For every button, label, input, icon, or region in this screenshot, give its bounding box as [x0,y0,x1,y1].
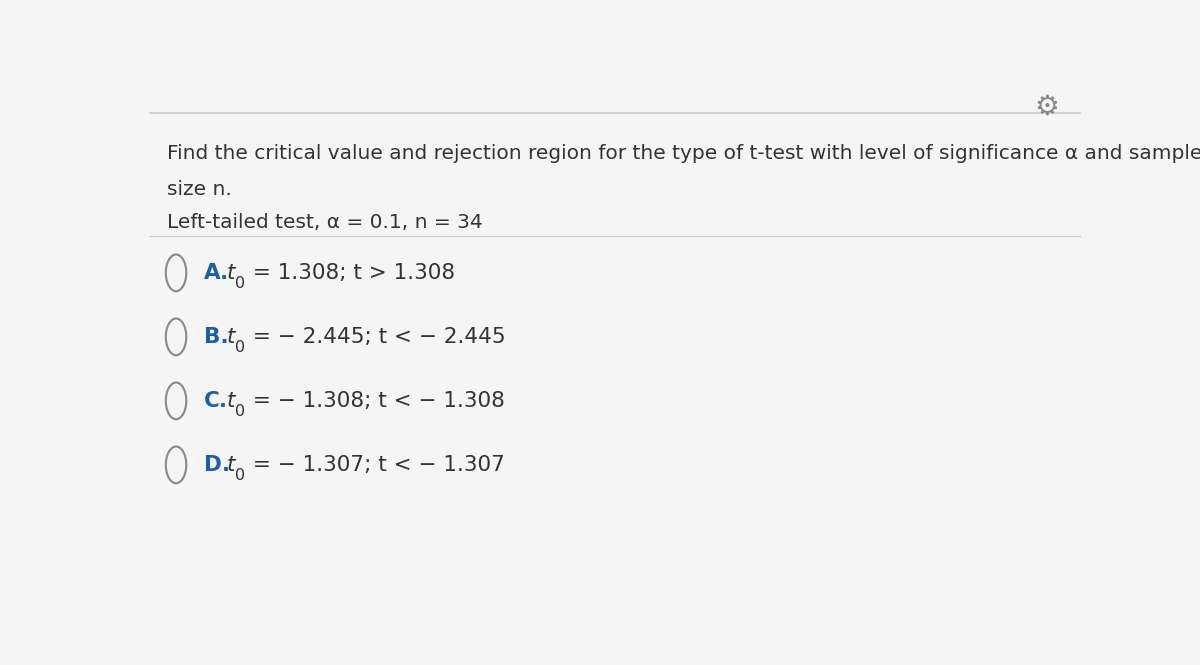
Text: B.: B. [204,327,228,347]
Text: Find the critical value and rejection region for the type of t-test with level o: Find the critical value and rejection re… [167,144,1200,163]
Text: = − 1.307; t < − 1.307: = − 1.307; t < − 1.307 [246,455,505,475]
Text: t: t [227,391,235,411]
Text: t: t [227,327,235,347]
Text: size n.: size n. [167,180,232,199]
Text: D.: D. [204,455,230,475]
Text: 0: 0 [235,404,245,418]
Text: = − 1.308; t < − 1.308: = − 1.308; t < − 1.308 [246,391,505,411]
Text: = 1.308; t > 1.308: = 1.308; t > 1.308 [246,263,455,283]
Text: 0: 0 [235,467,245,483]
Text: ⚙: ⚙ [1034,92,1060,120]
Text: Left-tailed test, α = 0.1, n = 34: Left-tailed test, α = 0.1, n = 34 [167,213,482,232]
Text: t: t [227,263,235,283]
Text: A.: A. [204,263,229,283]
Text: 0: 0 [235,275,245,291]
Text: = − 2.445; t < − 2.445: = − 2.445; t < − 2.445 [246,327,505,347]
Text: t: t [227,455,235,475]
Text: C.: C. [204,391,228,411]
Text: 0: 0 [235,340,245,354]
